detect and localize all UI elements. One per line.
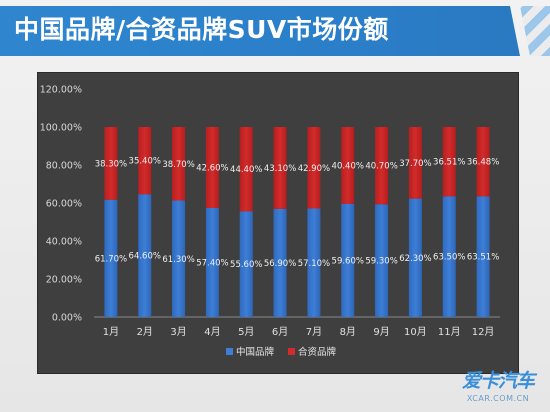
data-label-domestic: 63.50%	[433, 253, 465, 263]
bar-domestic	[442, 196, 456, 317]
bar-jv	[408, 127, 422, 199]
data-label-domestic: 62.30%	[399, 254, 431, 264]
data-label-domestic: 59.60%	[332, 256, 364, 266]
y-tick-label: 120.00%	[40, 85, 82, 96]
x-tick-label: 8月	[340, 326, 356, 338]
x-tick-label: 1月	[103, 326, 119, 338]
bar-jv	[442, 126, 456, 197]
bar-domestic	[476, 196, 490, 317]
x-tick-label: 4月	[204, 326, 220, 338]
watermark: 爱卡汽车 XCAR.COM.CN	[452, 368, 544, 408]
bar-domestic	[172, 200, 186, 317]
bar-jv	[205, 127, 219, 208]
bar-jv	[375, 127, 389, 205]
x-tick-label: 6月	[272, 326, 288, 338]
legend-label-jv: 合资品牌	[298, 346, 337, 358]
data-label-jv: 38.70%	[162, 160, 194, 170]
bar-domestic	[273, 208, 287, 317]
data-label-domestic: 57.40%	[196, 258, 228, 268]
x-tick-label: 9月	[373, 326, 389, 338]
page-title: 中国品牌/合资品牌SUV市场份额	[14, 15, 389, 44]
bar-domestic	[408, 198, 422, 317]
y-tick-label: 20.00%	[46, 275, 82, 286]
data-label-jv: 40.40%	[332, 161, 364, 171]
bar-domestic	[239, 211, 253, 317]
data-label-domestic: 56.90%	[264, 259, 296, 269]
data-label-domestic: 61.70%	[95, 254, 127, 264]
legend-swatch-domestic	[226, 348, 233, 355]
watermark-url: XCAR.COM.CN	[466, 394, 530, 403]
legend-label-domestic: 中国品牌	[236, 346, 275, 358]
data-label-domestic: 63.51%	[467, 253, 499, 263]
x-tick-label: 3月	[170, 326, 186, 338]
data-label-domestic: 55.60%	[230, 260, 262, 270]
y-tick-label: 60.00%	[46, 199, 82, 210]
bar-jv	[307, 127, 321, 209]
chart-panel: 0.00% 20.00% 40.00% 60.00% 80.00% 100.00% 120.…	[37, 72, 519, 374]
data-label-jv: 37.70%	[399, 159, 431, 169]
bar-jv	[476, 127, 490, 197]
x-tick-label: 12月	[472, 326, 495, 338]
y-tick-label: 40.00%	[46, 237, 82, 248]
data-label-jv: 38.30%	[95, 159, 127, 169]
y-tick-label: 0.00%	[52, 313, 82, 324]
data-label-domestic: 59.30%	[365, 257, 397, 267]
bar-domestic	[205, 207, 219, 317]
data-label-jv: 36.51%	[433, 158, 465, 168]
bar-domestic	[307, 208, 321, 317]
x-tick-label: 5月	[238, 326, 254, 338]
bar-jv	[138, 127, 152, 195]
data-label-domestic: 61.30%	[162, 255, 194, 265]
data-label-domestic: 64.60%	[129, 252, 161, 262]
bar-jv	[172, 127, 186, 201]
bar-domestic	[138, 194, 152, 317]
y-tick-label: 100.00%	[40, 123, 82, 134]
legend-swatch-jv	[288, 348, 295, 355]
title-banner	[0, 6, 520, 56]
x-tick-label: 7月	[306, 326, 322, 338]
y-tick-label: 80.00%	[46, 161, 82, 172]
bar-jv	[273, 127, 287, 209]
x-tick-label: 10月	[404, 326, 427, 338]
bar-domestic	[341, 203, 355, 317]
data-label-jv: 42.60%	[196, 163, 228, 173]
bar-jv	[104, 127, 118, 200]
data-label-jv: 43.10%	[264, 164, 296, 174]
bar-jv	[341, 127, 355, 204]
x-tick-label: 11月	[438, 326, 461, 338]
bar-jv	[239, 127, 253, 212]
data-label-jv: 36.48%	[467, 158, 499, 168]
bar-domestic	[104, 199, 118, 317]
data-label-domestic: 57.10%	[298, 259, 330, 269]
stacked-bar-chart: 0.00% 20.00% 40.00% 60.00% 80.00% 100.00% 120.…	[40, 85, 500, 358]
data-label-jv: 35.40%	[129, 157, 161, 167]
data-label-jv: 44.40%	[230, 165, 262, 175]
bar-domestic	[375, 204, 389, 317]
data-label-jv: 42.90%	[298, 164, 330, 174]
x-tick-label: 2月	[137, 326, 153, 338]
watermark-logo: 爱卡汽车	[461, 370, 535, 392]
data-label-jv: 40.70%	[365, 162, 397, 172]
